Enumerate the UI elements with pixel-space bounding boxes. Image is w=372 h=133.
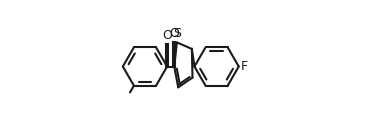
Text: O: O: [169, 27, 179, 40]
Text: F: F: [240, 60, 247, 73]
Text: O: O: [162, 29, 172, 42]
Text: S: S: [173, 27, 181, 40]
